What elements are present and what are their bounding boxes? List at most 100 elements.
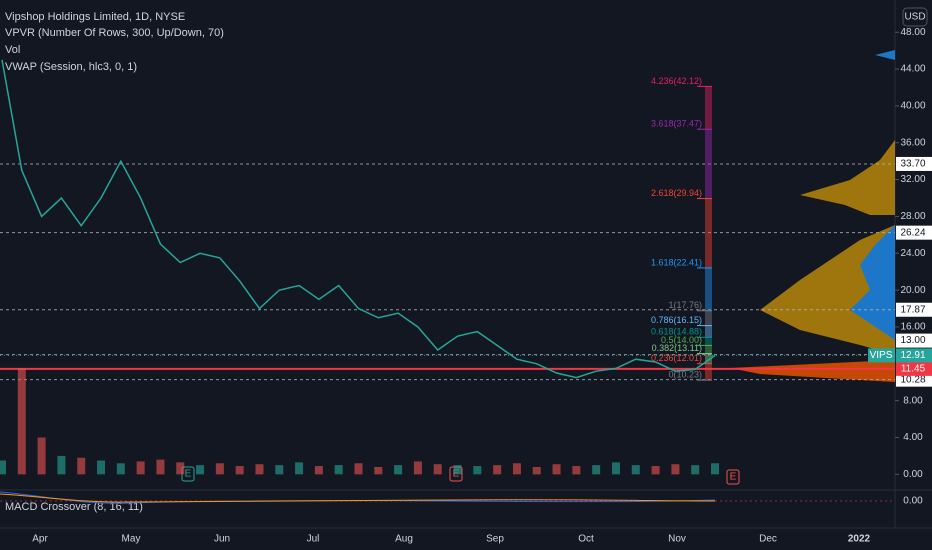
volume-bar — [314, 466, 323, 475]
volume-bar — [493, 465, 502, 475]
volume-bar — [116, 463, 125, 475]
symbol-box — [868, 348, 895, 363]
indicator-label: Vol — [5, 44, 20, 56]
volume-bar — [235, 466, 244, 475]
y-tick-label: 20.00 — [900, 285, 925, 296]
volume-bar — [651, 466, 660, 475]
x-tick-label: Nov — [668, 534, 686, 545]
fib-label: 0.236(12.01) — [651, 353, 702, 363]
volume-bar — [57, 455, 66, 475]
level-label-box — [896, 302, 932, 317]
indicator-label: VPVR (Number Of Rows, 300, Up/Down, 70) — [5, 27, 224, 39]
macd-tick-label: 0.00 — [903, 496, 923, 507]
fib-label: 1.618(22.41) — [651, 257, 702, 267]
x-tick-label: 2022 — [848, 534, 871, 545]
x-tick-label: May — [122, 534, 141, 545]
last-price-label: 12.91 — [900, 350, 925, 361]
level-label: 13.00 — [900, 335, 925, 346]
fib-band — [705, 198, 712, 268]
fib-band — [705, 363, 712, 381]
volume-bar — [532, 466, 541, 475]
volume-bar — [433, 464, 442, 475]
volume-bar — [255, 464, 264, 475]
volume-bar — [136, 461, 145, 475]
currency[interactable]: USD — [904, 12, 925, 23]
fib-band — [705, 325, 712, 338]
fib-label: 0(10.23) — [668, 369, 702, 379]
volume-bar — [413, 461, 422, 475]
fib-label: 0.618(14.88) — [651, 327, 702, 337]
title: Vipshop Holdings Limited, 1D, NYSE — [5, 11, 185, 23]
y-tick-label: 36.00 — [900, 137, 925, 148]
level-label-box — [896, 372, 932, 387]
volume-bar — [394, 465, 403, 475]
svg-text:E: E — [185, 469, 192, 480]
volume-bar — [77, 457, 86, 475]
x-tick-label: Apr — [32, 534, 48, 545]
y-tick-label: 44.00 — [900, 64, 925, 75]
fib-label: 0.5(14.00) — [661, 335, 702, 345]
volume-bar — [295, 462, 304, 475]
y-tick-label: 32.00 — [900, 174, 925, 185]
y-tick-label: 24.00 — [900, 248, 925, 259]
volume-bar — [671, 464, 680, 475]
fib-band — [705, 353, 712, 364]
y-tick-label: 40.00 — [900, 101, 925, 112]
volume-bar — [453, 465, 462, 475]
volume-bar — [631, 465, 640, 475]
fib-band — [705, 129, 712, 199]
currency-box[interactable] — [902, 7, 928, 27]
x-tick-label: Jul — [307, 534, 320, 545]
fib-band — [705, 337, 712, 346]
volume-bar — [691, 465, 700, 475]
volume-bar — [611, 462, 620, 475]
svg-text:E: E — [730, 472, 737, 483]
level-label: 33.70 — [900, 159, 925, 170]
volume-bar — [512, 463, 521, 475]
volume-bar — [592, 465, 601, 475]
symbol: VIPS — [870, 350, 893, 361]
level-label-box — [896, 225, 932, 240]
fib-band — [705, 310, 712, 326]
level-label: 17.87 — [900, 304, 925, 315]
volume-bar — [176, 462, 185, 475]
level-label-box — [896, 333, 932, 348]
x-tick-label: Oct — [578, 534, 594, 545]
volume-bar — [711, 463, 719, 475]
price-line — [1, 59, 716, 379]
volume-bar — [0, 460, 6, 475]
y-tick-label: 0.00 — [903, 469, 923, 480]
volume-bar — [572, 466, 581, 475]
fib-band — [705, 267, 712, 311]
volume-bar — [374, 466, 383, 475]
volume-bar — [354, 463, 363, 475]
y-tick-label: 28.00 — [900, 211, 925, 222]
y-tick-label: 4.00 — [903, 432, 923, 443]
fib-band — [705, 86, 712, 130]
x-tick-label: Sep — [486, 534, 504, 545]
volume-bar — [473, 466, 482, 475]
volume-bar — [17, 368, 26, 475]
y-tick-label: 48.00 — [900, 27, 925, 38]
support-label-box — [896, 361, 932, 376]
volume-bar — [275, 465, 284, 475]
volume-bar — [196, 465, 205, 475]
x-tick-label: Jun — [214, 534, 230, 545]
macd-title: MACD Crossover (8, 16, 11) — [5, 501, 143, 513]
x-tick-label: Dec — [759, 534, 777, 545]
fib-label: 2.618(29.94) — [651, 188, 702, 198]
support-label: 11.45 — [901, 364, 926, 375]
level-label: 26.24 — [900, 227, 925, 238]
fib-label: 0.382(13.11) — [652, 343, 702, 353]
level-label: 10.28 — [900, 374, 925, 385]
y-tick-label: 8.00 — [903, 395, 923, 406]
volume-profile — [730, 50, 895, 382]
volume-bar — [37, 437, 46, 475]
fib-label: 4.236(42.12) — [651, 76, 702, 86]
level-label-box — [896, 156, 932, 171]
macd — [0, 491, 895, 504]
y-tick-label: 16.00 — [900, 322, 925, 333]
volume-bar — [215, 463, 224, 475]
